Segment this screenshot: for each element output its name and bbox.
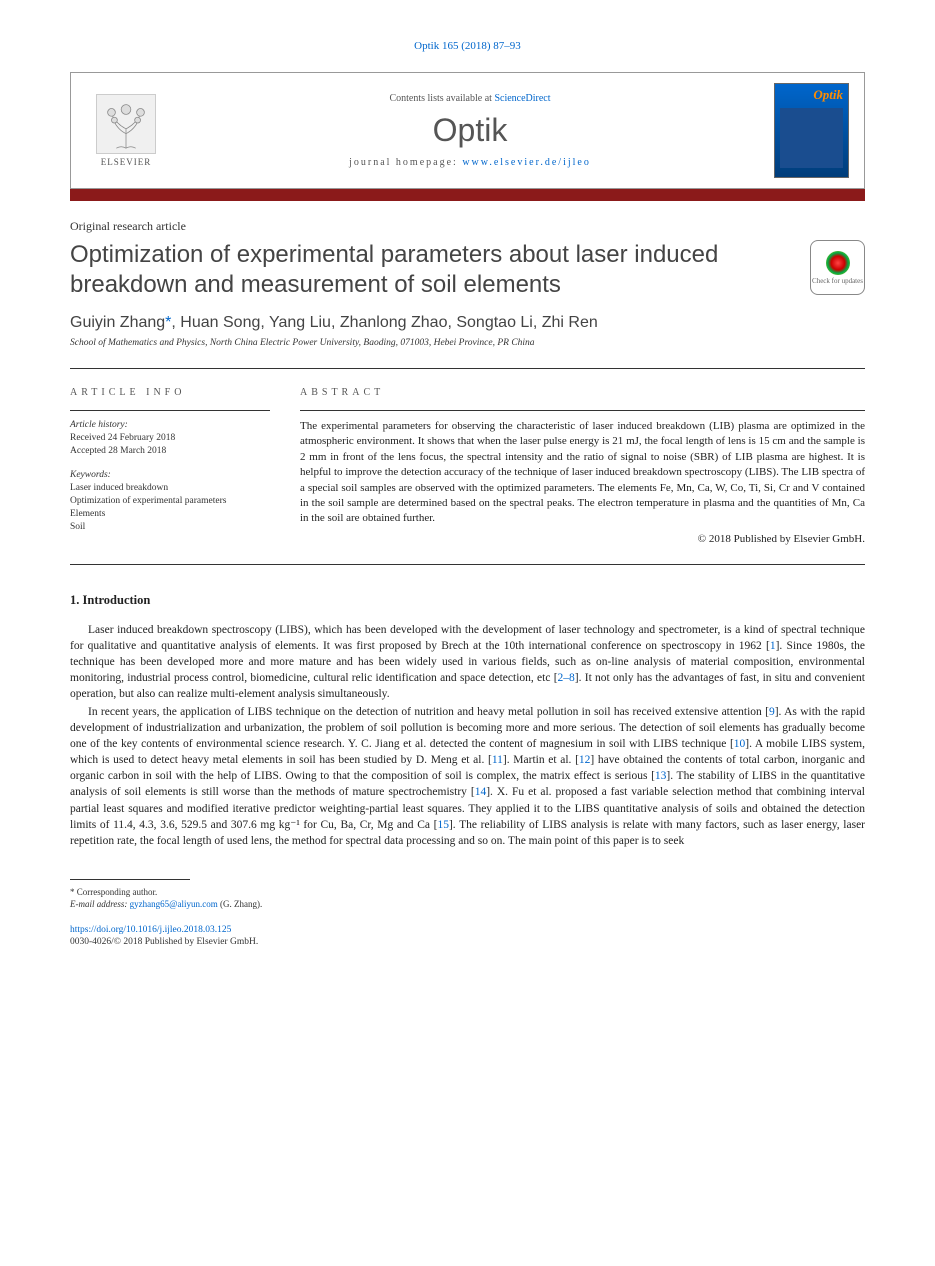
article-info-column: ARTICLE INFO Article history: Received 2…: [70, 387, 270, 546]
journal-homepage: journal homepage: www.elsevier.de/ijleo: [166, 157, 774, 168]
citation-link[interactable]: 14: [475, 786, 487, 798]
elsevier-logo: ELSEVIER: [86, 86, 166, 176]
keyword: Soil: [70, 521, 270, 534]
received-date: Received 24 February 2018: [70, 432, 270, 445]
abstract-column: ABSTRACT The experimental parameters for…: [300, 387, 865, 546]
crossmark-icon: [826, 251, 850, 275]
contents-lists: Contents lists available at ScienceDirec…: [166, 93, 774, 104]
email-link[interactable]: gyzhang65@aliyun.com: [130, 899, 218, 909]
corresponding-footnote: * Corresponding author. E-mail address: …: [70, 886, 865, 911]
keyword: Elements: [70, 508, 270, 521]
top-citation[interactable]: Optik 165 (2018) 87–93: [70, 40, 865, 52]
doi-link[interactable]: https://doi.org/10.1016/j.ijleo.2018.03.…: [70, 925, 865, 935]
accepted-date: Accepted 28 March 2018: [70, 445, 270, 458]
citation-link[interactable]: 15: [437, 819, 449, 831]
journal-title: Optik: [166, 112, 774, 149]
check-updates-badge[interactable]: Check for updates: [810, 240, 865, 295]
homepage-link[interactable]: www.elsevier.de/ijleo: [462, 157, 591, 168]
keyword: Laser induced breakdown: [70, 482, 270, 495]
sciencedirect-link[interactable]: ScienceDirect: [494, 93, 550, 104]
citation-link[interactable]: 13: [655, 770, 667, 782]
section-heading-intro: 1. Introduction: [70, 593, 865, 608]
footnote-separator: [70, 879, 190, 880]
issn-copyright: 0030-4026/© 2018 Published by Elsevier G…: [70, 937, 865, 947]
journal-header: ELSEVIER Contents lists available at Sci…: [70, 72, 865, 189]
citation-link[interactable]: 2–8: [558, 672, 575, 684]
intro-body: Laser induced breakdown spectroscopy (LI…: [70, 622, 865, 849]
publisher-name: ELSEVIER: [101, 157, 152, 167]
keyword: Optimization of experimental parameters: [70, 495, 270, 508]
article-info-heading: ARTICLE INFO: [70, 387, 270, 398]
abstract-text: The experimental parameters for observin…: [300, 419, 865, 527]
journal-cover-thumb: Optik: [774, 83, 849, 178]
history-label: Article history:: [70, 419, 270, 432]
abstract-copyright: © 2018 Published by Elsevier GmbH.: [300, 533, 865, 545]
keywords-label: Keywords:: [70, 469, 270, 482]
citation-link[interactable]: 12: [579, 754, 591, 766]
divider-bar: [70, 189, 865, 201]
authors-list: Guiyin Zhang*, Huan Song, Yang Liu, Zhan…: [70, 314, 865, 332]
affiliation: School of Mathematics and Physics, North…: [70, 338, 865, 348]
abstract-heading: ABSTRACT: [300, 387, 865, 398]
article-title: Optimization of experimental parameters …: [70, 240, 790, 300]
article-type: Original research article: [70, 219, 865, 234]
citation-link[interactable]: 10: [734, 738, 746, 750]
citation-link[interactable]: 11: [492, 754, 503, 766]
